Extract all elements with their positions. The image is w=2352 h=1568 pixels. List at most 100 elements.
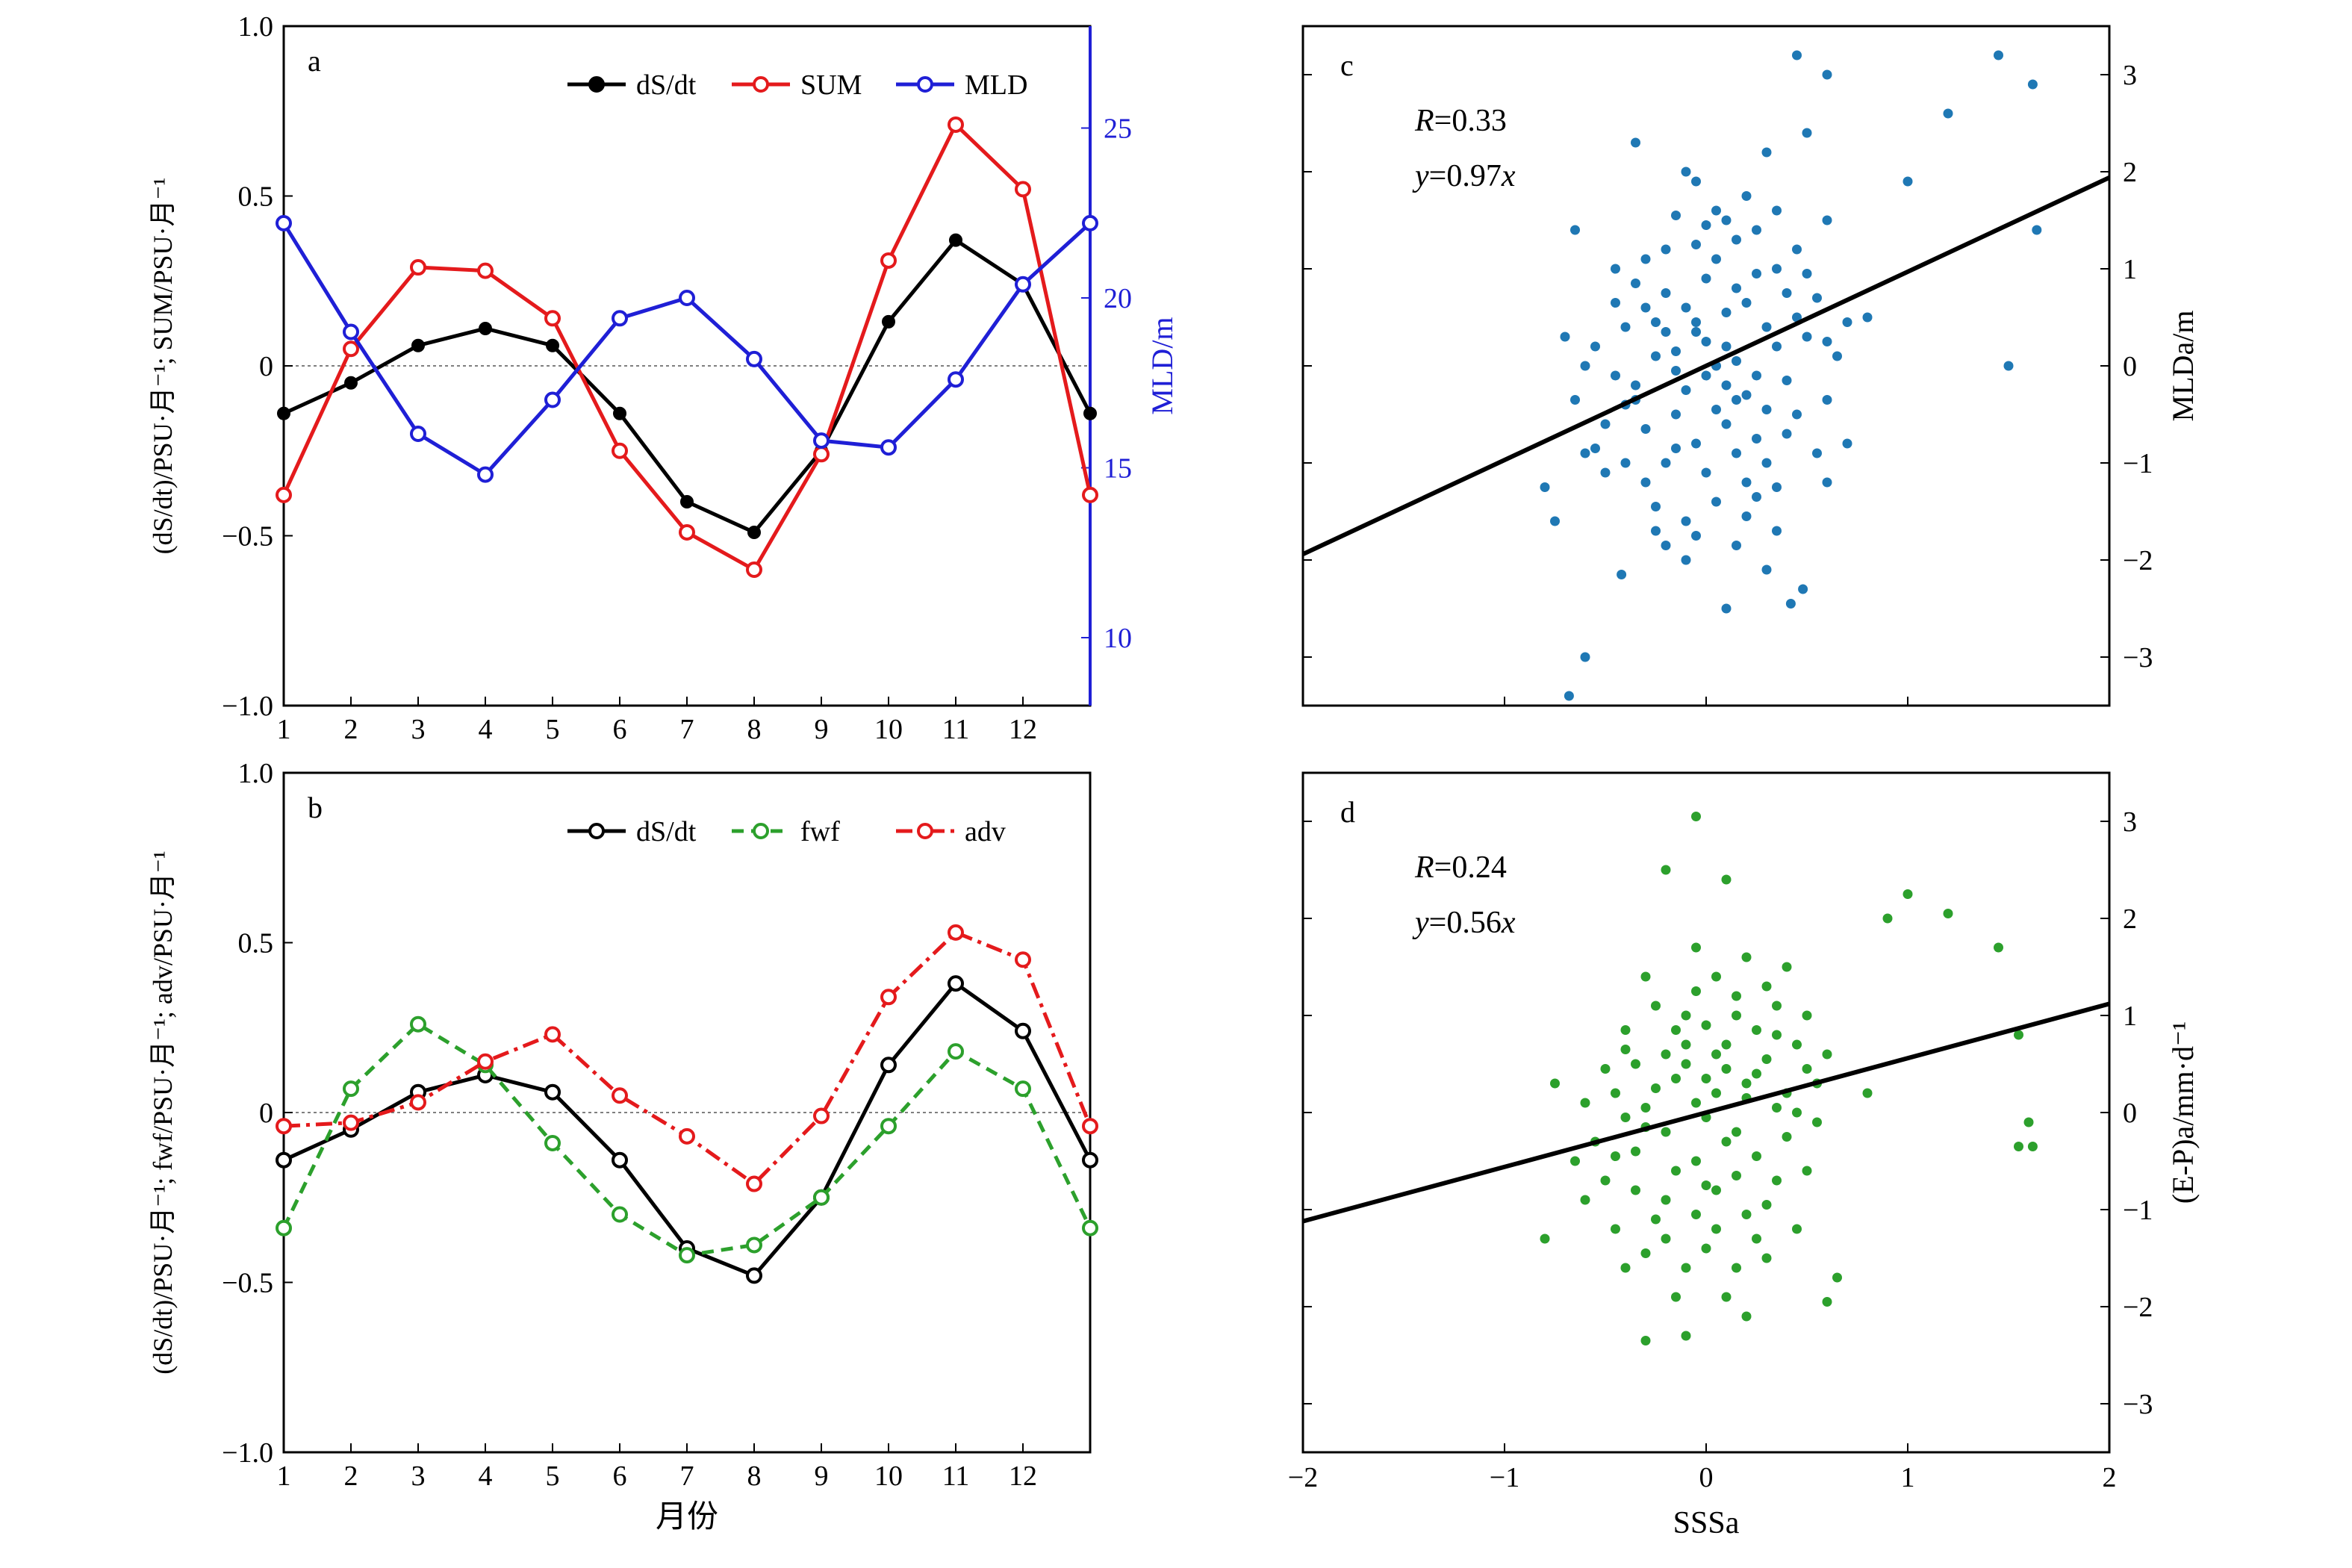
series-0-point — [1083, 406, 1097, 420]
legend-marker-2 — [917, 76, 933, 93]
scatter-point — [2027, 1142, 2038, 1151]
series-2-point — [1082, 1118, 1098, 1135]
regression-line — [1302, 1001, 2110, 1224]
scatter-point — [1711, 1185, 1721, 1195]
stat-r-symbol: R — [1414, 104, 1434, 138]
scatter-point — [1681, 1331, 1691, 1341]
scatter-point — [1732, 1010, 1741, 1021]
scatter-point — [1580, 361, 1590, 371]
scatter-point — [2027, 79, 2038, 90]
series-line-2 — [281, 222, 1092, 477]
stat-fit-y: y — [1412, 906, 1429, 940]
scatter-point — [1782, 962, 1792, 972]
x-tick-label: 1 — [1901, 1462, 1915, 1493]
scatter-point — [1701, 370, 1711, 381]
series-1-point — [813, 1189, 830, 1206]
series-2-point — [679, 1127, 695, 1145]
series-0-point — [1082, 1151, 1098, 1169]
scatter-point — [1832, 1272, 1842, 1283]
scatter-point — [1772, 1001, 1782, 1011]
scatter-point — [1752, 1025, 1761, 1035]
stat-r: R=0.24 — [1414, 850, 1507, 885]
scatter-point — [1681, 516, 1691, 526]
scatter-point — [1600, 1064, 1611, 1074]
y-tick-label: 3 — [2123, 806, 2137, 838]
scatter-point — [2023, 1117, 2034, 1127]
scatter-point — [1732, 1263, 1741, 1273]
y2-tick-label: 25 — [1104, 113, 1132, 145]
scatter-point — [1550, 516, 1560, 526]
series-2-point — [813, 432, 830, 449]
scatter-point — [1611, 298, 1620, 308]
scatter-point — [1741, 191, 1752, 201]
scatter-point — [1691, 438, 1701, 449]
scatter-point — [1822, 395, 1832, 405]
y-tick-label: 0 — [2123, 351, 2137, 382]
scatter-point — [1631, 279, 1640, 288]
series-0-point — [276, 1151, 292, 1169]
scatter-point — [1832, 351, 1842, 361]
scatter-point — [1721, 1039, 1732, 1050]
scatter-point — [1711, 497, 1721, 507]
series-1-point — [612, 442, 628, 459]
legend-marker-0 — [588, 76, 605, 93]
scatter-point — [1721, 419, 1732, 429]
scatter-point — [1580, 1195, 1590, 1205]
scatter-point — [1691, 317, 1701, 327]
scatter-point — [1640, 1248, 1651, 1258]
series-1-point — [813, 446, 830, 463]
series-0-point — [277, 406, 290, 420]
legend-marker-2 — [917, 823, 933, 839]
series-0-point — [411, 338, 425, 352]
x-tick-label: 11 — [942, 1460, 970, 1492]
scatter-point — [1691, 531, 1701, 541]
stat-fit: y=0.56x — [1412, 906, 1516, 940]
scatter-point — [1570, 225, 1580, 235]
x-tick-label: 4 — [479, 714, 493, 745]
scatter-point — [1752, 492, 1761, 502]
scatter-point — [1651, 1083, 1661, 1093]
scatter-point — [1994, 50, 2003, 60]
series-0-point — [479, 321, 492, 335]
series-1-point — [410, 1015, 426, 1033]
scatter-point — [1611, 1088, 1620, 1098]
y-tick-label: −3 — [2123, 1389, 2153, 1420]
scatter-point — [1822, 337, 1832, 346]
series-2-point — [746, 350, 762, 367]
legend-marker-1 — [753, 76, 769, 93]
series-2-point — [276, 1118, 292, 1135]
scatter-point — [1792, 1224, 1802, 1234]
scatter-point — [1691, 240, 1701, 249]
x-tick-label: 12 — [1009, 1460, 1037, 1492]
panel-a: 1 2 3 4 5 6 7 8 9 10 11 12−1.0−0.500.51.0(dS/dt)/PS… — [148, 11, 1179, 745]
x-tick-label: 2 — [2103, 1462, 2117, 1493]
x-tick-label: −2 — [1288, 1462, 1318, 1493]
stat-r-symbol: R — [1414, 850, 1434, 885]
scatter-point — [1701, 273, 1711, 284]
scatter-point — [1681, 555, 1691, 565]
scatter-point — [1691, 942, 1701, 953]
series-1-point — [343, 340, 359, 358]
scatter-point — [2032, 225, 2042, 235]
scatter-point — [1681, 1059, 1691, 1069]
scatter-point — [1761, 405, 1772, 414]
scatter-point — [1711, 205, 1721, 216]
stat-r: R=0.33 — [1414, 104, 1507, 138]
scatter-point — [1741, 952, 1752, 962]
legend-label-1: SUM — [800, 69, 862, 101]
scatter-point — [1651, 317, 1661, 327]
scatter-point — [1671, 346, 1681, 356]
scatter-point — [1752, 434, 1761, 444]
series-2-point — [544, 1026, 561, 1043]
scatter-point — [1752, 1068, 1761, 1079]
scatter-point — [1671, 444, 1681, 453]
scatter-point — [1711, 1224, 1721, 1234]
scatter-point — [1802, 1166, 1812, 1176]
x-tick-label: 9 — [815, 714, 829, 745]
scatter-point — [1882, 913, 1893, 924]
series-1-point — [410, 259, 426, 276]
series-line-2 — [283, 930, 1092, 1186]
series-1-point — [544, 310, 561, 327]
scatter-point — [1640, 302, 1651, 313]
series-1-point — [612, 1206, 628, 1223]
